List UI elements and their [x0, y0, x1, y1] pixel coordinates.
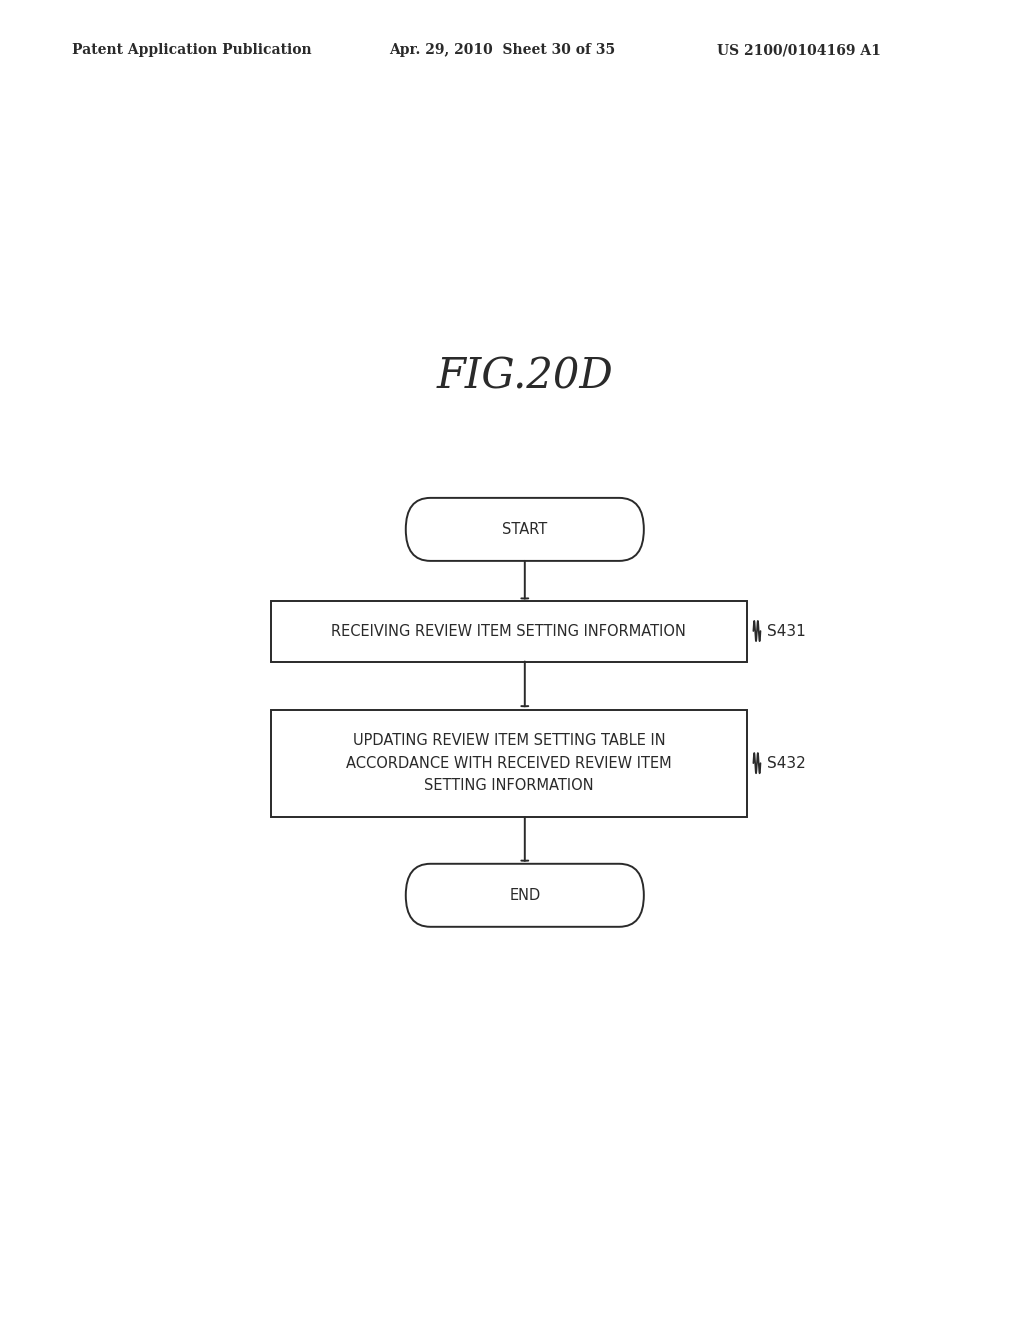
Text: END: END	[509, 888, 541, 903]
Text: RECEIVING REVIEW ITEM SETTING INFORMATION: RECEIVING REVIEW ITEM SETTING INFORMATIO…	[332, 623, 686, 639]
Text: S431: S431	[767, 623, 806, 639]
Text: Apr. 29, 2010  Sheet 30 of 35: Apr. 29, 2010 Sheet 30 of 35	[389, 44, 615, 57]
FancyBboxPatch shape	[270, 710, 748, 817]
Text: FIG.20D: FIG.20D	[436, 356, 613, 397]
FancyBboxPatch shape	[270, 601, 748, 661]
Text: US 2100/0104169 A1: US 2100/0104169 A1	[717, 44, 881, 57]
FancyBboxPatch shape	[406, 863, 644, 927]
FancyBboxPatch shape	[406, 498, 644, 561]
Text: S432: S432	[767, 755, 806, 771]
Text: Patent Application Publication: Patent Application Publication	[72, 44, 311, 57]
Text: UPDATING REVIEW ITEM SETTING TABLE IN
ACCORDANCE WITH RECEIVED REVIEW ITEM
SETTI: UPDATING REVIEW ITEM SETTING TABLE IN AC…	[346, 734, 672, 793]
Text: START: START	[502, 521, 548, 537]
